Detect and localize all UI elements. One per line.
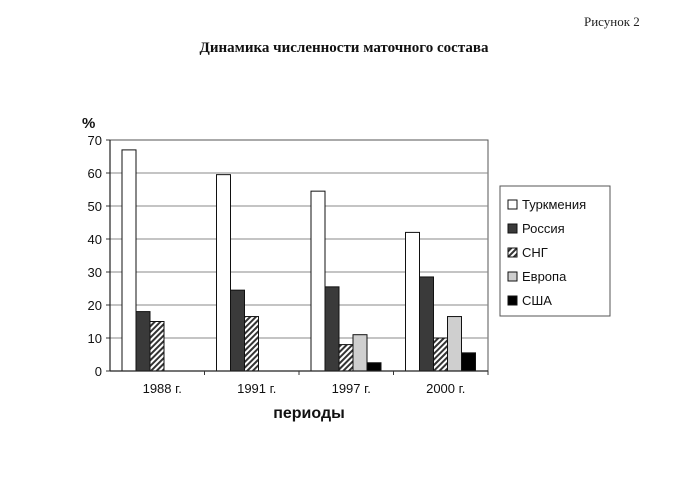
legend-box bbox=[499, 185, 611, 317]
legend-swatch-4 bbox=[507, 295, 518, 306]
bar-2-0 bbox=[310, 190, 326, 372]
x-tick-label: 1997 г. bbox=[332, 381, 371, 396]
bar-1-2 bbox=[244, 316, 259, 372]
bar-0-2 bbox=[149, 321, 165, 372]
legend-swatch-0 bbox=[507, 199, 518, 210]
y-tick-label: 50 bbox=[88, 199, 102, 214]
bar-3-4 bbox=[461, 352, 476, 372]
bar-2-1 bbox=[324, 286, 340, 372]
legend-label-4: США bbox=[522, 293, 552, 308]
legend-label-3: Европа bbox=[522, 269, 567, 284]
x-tick-label: 1988 г. bbox=[143, 381, 182, 396]
legend-label-1: Россия bbox=[522, 221, 565, 236]
bar-3-1 bbox=[419, 276, 434, 372]
legend-swatch-1 bbox=[507, 223, 518, 234]
y-axis-label: % bbox=[82, 115, 95, 132]
bar-3-3 bbox=[447, 316, 462, 372]
bar-2-3 bbox=[352, 334, 368, 372]
bar-3-2 bbox=[433, 337, 448, 372]
y-tick-label: 70 bbox=[88, 133, 102, 148]
y-tick-label: 30 bbox=[88, 265, 102, 280]
x-tick-label: 1991 г. bbox=[237, 381, 276, 396]
legend-label-0: Туркмения bbox=[522, 197, 586, 212]
bar-1-0 bbox=[216, 174, 231, 372]
legend-label-2: СНГ bbox=[522, 245, 548, 260]
y-tick-label: 20 bbox=[88, 298, 102, 313]
y-tick-label: 60 bbox=[88, 166, 102, 181]
bar-2-4 bbox=[366, 362, 382, 372]
bar-2-2 bbox=[338, 344, 354, 372]
x-tick-label: 2000 г. bbox=[426, 381, 465, 396]
x-axis-label: периоды bbox=[273, 405, 345, 422]
bar-0-0 bbox=[121, 149, 137, 372]
y-tick-label: 0 bbox=[95, 364, 102, 379]
y-tick-label: 40 bbox=[88, 232, 102, 247]
y-tick-label: 10 bbox=[88, 331, 102, 346]
chart-title: Динамика численности маточного состава bbox=[199, 40, 489, 56]
figure-label: Рисунок 2 bbox=[584, 14, 640, 29]
bar-1-1 bbox=[230, 289, 245, 372]
legend-swatch-2 bbox=[507, 247, 518, 258]
bar-3-0 bbox=[405, 231, 420, 372]
legend-swatch-3 bbox=[507, 271, 518, 282]
bar-0-1 bbox=[135, 311, 151, 372]
